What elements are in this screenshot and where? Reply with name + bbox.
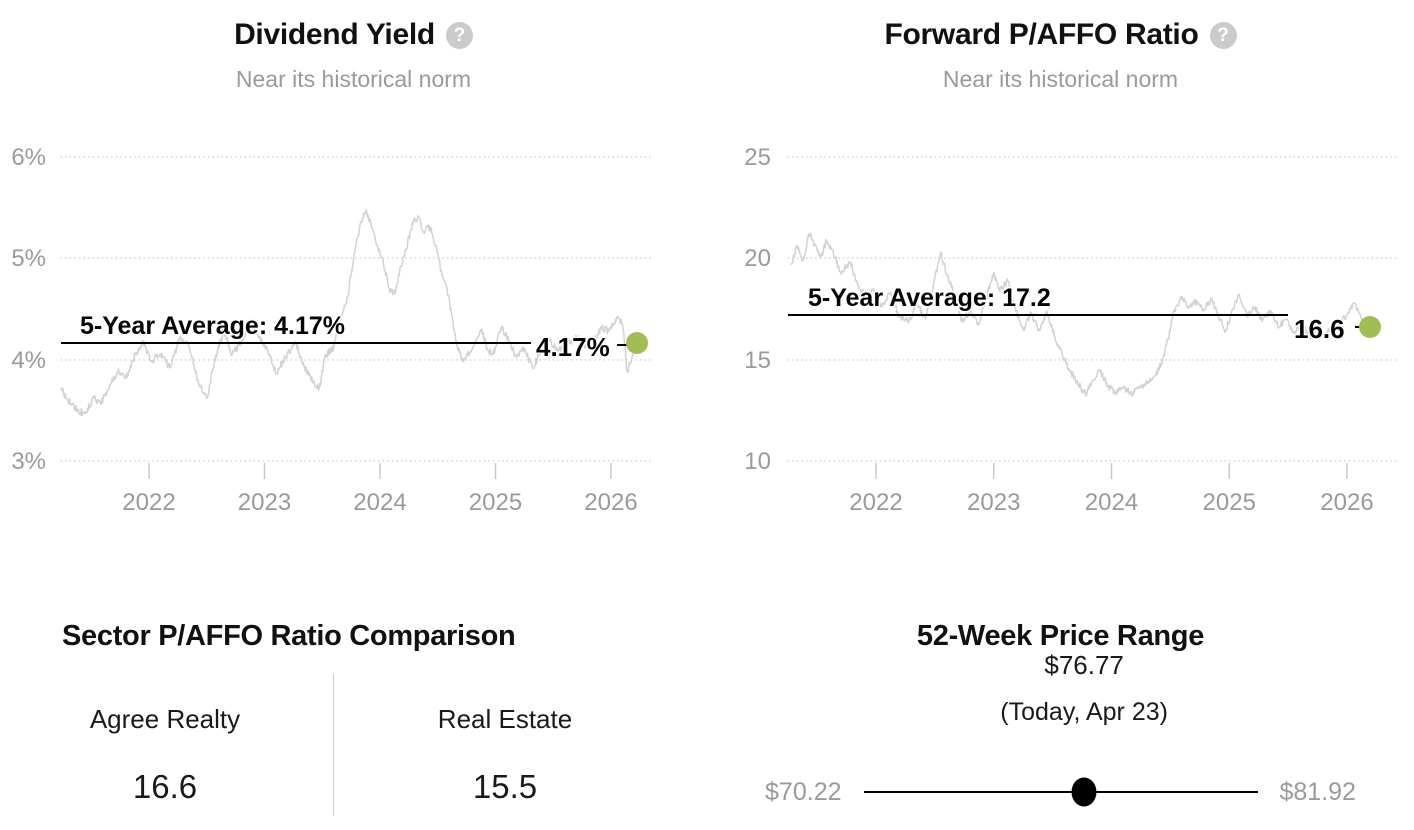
- help-icon[interactable]: ?: [1209, 21, 1237, 49]
- slider-track-container: $76.77 (Today, Apr 23): [863, 650, 1258, 807]
- y-axis-labels: 6% 5% 4% 3%: [11, 144, 46, 475]
- chart-subtitle: Near its historical norm: [942, 66, 1179, 92]
- chart-title: Dividend Yield: [234, 18, 435, 51]
- question-mark-glyph: ?: [453, 24, 466, 46]
- x-axis-label: 2024: [353, 489, 406, 516]
- y-axis-label: 3%: [11, 448, 46, 475]
- x-axis-label: 2022: [849, 489, 902, 516]
- dividend-yield-chart-panel: Dividend Yield ? Near its historical nor…: [0, 0, 707, 540]
- range-high-label: $81.92: [1279, 777, 1356, 806]
- x-axis-label: 2026: [584, 489, 637, 516]
- current-value-label: 4.17%: [536, 332, 610, 362]
- paffo-ratio-plot: 25 20 15 10 2022 2023 2024 2025 2026 5-Y…: [744, 144, 1398, 516]
- average-label: 5-Year Average: 17.2: [808, 284, 1051, 312]
- comparison-sector-label: Real Estate: [437, 704, 573, 734]
- comparison-sector-value: 15.5: [472, 768, 538, 805]
- y-axis-label: 6%: [11, 144, 46, 171]
- series-line: [790, 232, 1372, 397]
- x-axis-label: 2025: [469, 489, 522, 516]
- chart-title: Forward P/AFFO Ratio: [884, 18, 1199, 51]
- x-axis-label: 2022: [122, 489, 175, 516]
- x-axis-label: 2026: [1320, 489, 1373, 516]
- x-axis-label: 2023: [238, 489, 291, 516]
- current-price: $76.77: [1044, 650, 1124, 680]
- help-icon[interactable]: ?: [445, 21, 473, 49]
- y-axis-labels: 25 20 15 10: [744, 144, 771, 475]
- y-axis-label: 15: [744, 347, 771, 374]
- current-value-dot: [1359, 316, 1381, 338]
- y-axis-label: 5%: [11, 245, 46, 272]
- x-axis-label: 2023: [967, 489, 1020, 516]
- x-axis: 2022 2023 2024 2025 2026: [122, 463, 638, 516]
- dividend-yield-plot: 6% 5% 4% 3% 2022 2023 2024 2025 2026 5-Y…: [11, 144, 654, 516]
- average-label: 5-Year Average: 4.17%: [80, 312, 345, 340]
- question-mark-glyph: ?: [1217, 24, 1229, 46]
- current-price-date: (Today, Apr 23): [1000, 698, 1168, 726]
- chart-header: Forward P/AFFO Ratio ? Near its historic…: [707, 0, 1414, 93]
- x-axis-label: 2024: [1085, 489, 1138, 516]
- price-range-slider: $70.22 $76.77 (Today, Apr 23) $81.92: [707, 650, 1414, 807]
- panel-title: 52-Week Price Range: [916, 620, 1205, 653]
- x-axis-label: 2025: [1203, 489, 1256, 516]
- range-low-label: $70.22: [765, 777, 842, 806]
- chart-header: Dividend Yield ? Near its historical nor…: [0, 0, 707, 93]
- chart-subtitle: Near its historical norm: [235, 66, 472, 92]
- gridlines: [60, 156, 654, 462]
- series-line: [60, 208, 638, 417]
- comparison-company-label: Agree Realty: [89, 704, 241, 734]
- y-axis-label: 25: [744, 144, 771, 171]
- y-axis-label: 4%: [11, 347, 46, 374]
- vertical-divider: [333, 674, 334, 816]
- comparison-company-value: 16.6: [132, 768, 198, 805]
- x-axis: 2022 2023 2024 2025 2026: [849, 463, 1374, 516]
- slider-track: [863, 791, 1258, 793]
- y-axis-label: 10: [744, 448, 771, 475]
- panel-title: Sector P/AFFO Ratio Comparison: [62, 620, 516, 653]
- current-price-caption: $76.77 (Today, Apr 23): [1000, 650, 1168, 727]
- sector-comparison-panel: Sector P/AFFO Ratio Comparison Agree Rea…: [0, 540, 707, 830]
- current-value-dot: [626, 332, 648, 354]
- paffo-ratio-chart-panel: Forward P/AFFO Ratio ? Near its historic…: [707, 0, 1414, 540]
- price-range-panel: 52-Week Price Range $70.22 $76.77 (Today…: [707, 540, 1414, 830]
- current-value-label: 16.6: [1294, 314, 1345, 344]
- gridlines: [787, 156, 1398, 462]
- y-axis-label: 20: [744, 245, 771, 272]
- slider-handle: [1071, 777, 1097, 807]
